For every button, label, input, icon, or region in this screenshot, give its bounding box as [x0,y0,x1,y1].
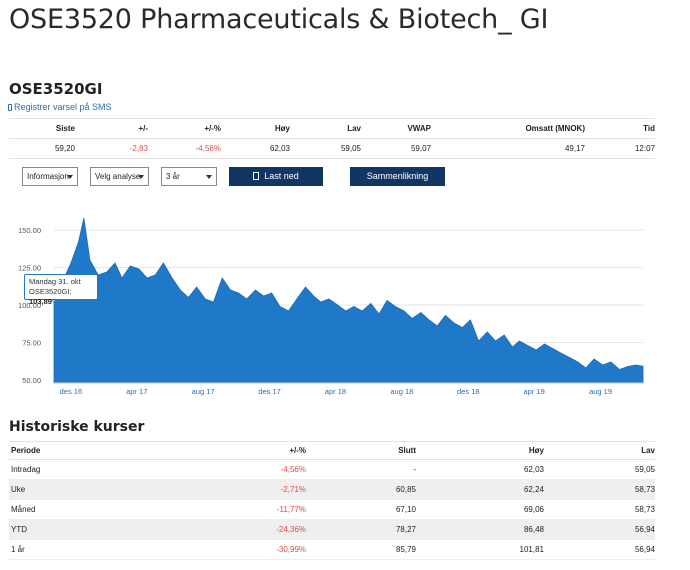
table-cell: -24,36% [99,519,306,540]
table-cell: -2,71% [99,479,306,500]
x-tick-label: apr 17 [126,387,147,396]
table-cell: Måned [9,499,99,520]
history-title: Historiske kurser [9,419,145,435]
table-cell: Uke [9,479,99,500]
table-cell: 58,73 [544,479,655,500]
price-chart-svg: 50.00 75.00 100.00 125.00 150.00 des 16 apr 17… [18,217,644,396]
tooltip-date: Mandag 31. okt [29,277,81,286]
quote-turnover: 49,17 [431,138,585,159]
tooltip-series: OSE3520GI: [29,287,72,296]
col-high: Høy [221,118,290,139]
col-low: Lav [290,118,361,139]
table-cell: 60,85 [306,479,416,500]
quote-last: 59,20 [9,138,75,159]
quote-high: 62,03 [221,138,290,159]
col-vwap: VWAP [361,118,431,139]
quote-table: Siste +/- +/-% Høy Lav VWAP Omsatt (MNOK… [9,118,655,159]
col-change-pct: +/-% [148,118,221,139]
y-tick-label: 150.00 [18,226,41,235]
x-tick-label: des 18 [457,387,480,396]
page-title: OSE3520 Pharmaceuticals & Biotech_ GI [9,4,549,35]
x-tick-label: aug 17 [192,387,215,396]
table-cell: -30,99% [99,539,306,560]
x-tick-label: apr 19 [523,387,544,396]
x-tick-label: des 17 [258,387,281,396]
table-cell: 56,94 [544,539,655,560]
hist-col-low: Lav [544,441,655,460]
table-cell: 62,03 [416,459,544,480]
download-file-icon [253,172,260,180]
x-tick-label: aug 18 [390,387,413,396]
table-cell: 101,81 [416,539,544,560]
analysis-select[interactable]: Velg analyse [90,167,149,186]
sms-alert-link[interactable]: Registrer varsel på SMS [8,102,112,112]
hist-col-high: Høy [416,441,544,460]
col-time: Tid [585,118,655,139]
download-button-label: Last ned [264,171,299,181]
table-cell: 1 år [9,539,99,560]
quote-change: -2,83 [75,138,148,159]
table-row: YTD -24,36% 78,27 86,48 56,94 [9,519,655,540]
table-cell: 62,24 [416,479,544,500]
compare-button-label: Sammenlikning [366,171,429,181]
tooltip-value: 103,89 [29,297,52,306]
compare-button[interactable]: Sammenlikning [350,167,445,186]
table-row: Intradag -4,56% -62,03 59,05 [9,459,655,480]
table-row: 1 år -30,99% 85,79 101,81 56,94 [9,539,655,560]
table-row: Måned -11,77% 67,10 69,06 58,73 [9,499,655,520]
y-tick-label: 125.00 [18,264,41,273]
table-cell: -11,77% [99,499,306,520]
quote-header-row: Siste +/- +/-% Høy Lav VWAP Omsatt (MNOK… [9,118,655,139]
table-cell: 67,10 [306,499,416,520]
col-turnover: Omsatt (MNOK) [431,118,585,139]
col-siste: Siste [9,118,75,139]
tooltip-value-line: OSE3520GI: 103,89 [29,287,93,307]
quote-time: 12:07 [585,138,655,159]
history-table: Periode +/-% Slutt Høy Lav Intradag -4,56… [9,441,655,560]
table-cell: 78,27 [306,519,416,540]
hist-col-close: Slutt [306,441,416,460]
table-cell: YTD [9,519,99,540]
table-cell: - [306,459,416,480]
table-cell: 58,73 [544,499,655,520]
table-cell: 56,94 [544,519,655,540]
table-cell: 69,06 [416,499,544,520]
phone-icon [8,103,12,111]
table-cell: 86,48 [416,519,544,540]
download-button[interactable]: Last ned [229,167,323,186]
ticker-title: OSE3520GI [9,80,103,98]
quote-value-row: 59,20 -2,83 -4,56% 62,03 59,05 59,07 49,… [9,138,655,159]
table-cell: 85,79 [306,539,416,560]
quote-low: 59,05 [290,138,361,159]
table-row: Uke -2,71% 60,85 62,24 58,73 [9,479,655,500]
col-change: +/- [75,118,148,139]
info-select-label: Informasjon [27,172,69,181]
x-tick-label: aug 19 [589,387,612,396]
period-select-label: 3 år [166,172,180,181]
table-cell: Intradag [9,459,99,480]
y-tick-label: 100.00 [18,301,41,310]
chart-tooltip: Mandag 31. okt OSE3520GI: 103,89 [24,274,98,306]
chevron-down-icon [206,175,212,179]
price-chart[interactable]: 50.00 75.00 100.00 125.00 150.00 des 16 apr 17… [0,200,690,405]
analysis-select-label: Velg analyse [95,172,141,181]
hist-col-period: Periode [9,441,99,460]
history-header-row: Periode +/-% Slutt Høy Lav [9,441,655,460]
quote-change-pct: -4,56% [148,138,221,159]
x-tick-label: apr 18 [325,387,346,396]
quote-vwap: 59,07 [361,138,431,159]
period-select[interactable]: 3 år [161,167,217,186]
y-tick-label: 50.00 [22,376,41,385]
table-cell: 59,05 [544,459,655,480]
chevron-down-icon [67,175,73,179]
info-select[interactable]: Informasjon [22,167,78,186]
sms-link-label: Registrer varsel på SMS [14,102,112,112]
chevron-down-icon [138,175,144,179]
table-cell: -4,56% [99,459,306,480]
hist-col-change-pct: +/-% [99,441,306,460]
y-tick-label: 75.00 [22,339,41,348]
x-tick-label: des 16 [60,387,83,396]
price-area [53,217,644,384]
